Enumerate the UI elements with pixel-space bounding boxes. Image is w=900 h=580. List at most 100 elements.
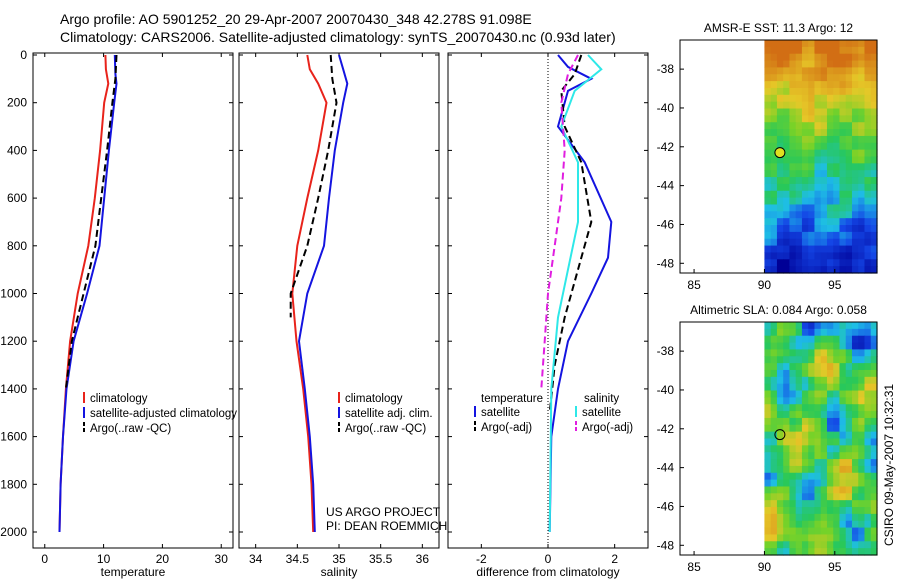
map-cell — [826, 170, 834, 178]
map-cell — [851, 190, 859, 199]
map-cell — [845, 149, 853, 158]
map-cell — [814, 204, 822, 212]
map-cell — [801, 60, 809, 69]
map-cell — [839, 122, 847, 130]
map-cell — [858, 238, 866, 247]
x-tick-label: 95 — [828, 278, 842, 292]
map-cell — [845, 74, 853, 82]
map-cell — [764, 101, 772, 110]
map-cell — [839, 465, 847, 474]
map-cell — [870, 520, 878, 529]
map-cell — [839, 438, 847, 446]
map-cell — [858, 541, 866, 549]
map-cell — [851, 548, 859, 556]
map-cell — [776, 156, 784, 164]
map-cell — [764, 231, 772, 240]
map-cell — [770, 183, 778, 192]
map-cell — [783, 548, 791, 556]
map-cell — [851, 197, 859, 206]
map-cell — [764, 328, 772, 337]
map-cell — [870, 479, 878, 488]
map-cell — [770, 472, 778, 481]
map-cell — [864, 197, 872, 206]
map-cell — [851, 404, 859, 412]
map-cell — [801, 493, 809, 501]
map-cell — [833, 115, 841, 123]
map-cell — [783, 135, 791, 144]
map-cell — [851, 424, 859, 433]
legend-entry-label: Argo(..raw -QC) — [90, 423, 171, 435]
x-tick-label: 90 — [758, 560, 772, 574]
map-cell — [864, 183, 872, 192]
map-cell — [808, 94, 816, 103]
map-cell — [864, 513, 872, 522]
map-cell — [870, 40, 878, 48]
map-cell — [783, 383, 791, 392]
map-cell — [801, 383, 809, 392]
map-cell — [776, 177, 784, 185]
plot-frame — [32, 52, 234, 549]
map-cell — [776, 87, 784, 96]
map-cell — [858, 534, 866, 542]
map-cell — [789, 493, 797, 501]
map-cell — [851, 479, 859, 488]
map-cell — [864, 245, 872, 254]
map-cell — [845, 218, 853, 226]
map-cell — [833, 445, 841, 453]
map-cell — [870, 472, 878, 481]
map-cell — [870, 349, 878, 357]
map-cell — [864, 87, 872, 96]
map-cell — [776, 197, 784, 206]
map-title: Altimetric SLA: 0.084 Argo: 0.058 — [690, 303, 867, 317]
map-cell — [764, 376, 772, 385]
map-cell — [814, 486, 822, 494]
map-cell — [795, 328, 803, 337]
map-cell — [808, 493, 816, 501]
map-cell — [783, 156, 791, 164]
map-cell — [820, 383, 828, 392]
map-cell — [814, 397, 822, 405]
map-cell — [776, 486, 784, 494]
map-cell — [814, 404, 822, 412]
map-cell — [801, 548, 809, 556]
map-cell — [764, 40, 772, 48]
map-cell — [839, 197, 847, 206]
map-cell — [783, 87, 791, 96]
map-cell — [845, 390, 853, 398]
map-cell — [770, 81, 778, 89]
map-cell — [851, 252, 859, 260]
map-cell — [776, 335, 784, 344]
map-cell — [845, 445, 853, 453]
map-cell — [764, 541, 772, 549]
map-cell — [808, 342, 816, 351]
map-cell — [845, 245, 853, 254]
map-cell — [776, 122, 784, 130]
map-cell — [795, 369, 803, 378]
map-cell — [845, 108, 853, 116]
map-cell — [776, 259, 784, 267]
map-cell — [789, 218, 797, 226]
map-cell — [826, 218, 834, 226]
map-cell — [789, 404, 797, 412]
map-cell — [808, 101, 816, 110]
map-cell — [851, 465, 859, 474]
map-cell — [820, 417, 828, 426]
map-cell — [870, 177, 878, 185]
map-cell — [826, 197, 834, 206]
map-cell — [776, 101, 784, 110]
map-cell — [814, 252, 822, 260]
map-cell — [770, 404, 778, 412]
map-cell — [858, 383, 866, 392]
map-cell — [770, 417, 778, 426]
map-cell — [851, 431, 859, 440]
map-cell — [808, 108, 816, 116]
map-cell — [776, 266, 784, 274]
map-cell — [770, 211, 778, 219]
sla-map: 85 90 95 -38 -40 -42 -44 -46 -48 Altimetric SLA: … — [657, 303, 878, 574]
map-cell — [839, 520, 847, 529]
map-cell — [770, 513, 778, 522]
map-cell — [845, 135, 853, 144]
map-cell — [851, 266, 859, 274]
map-cell — [851, 142, 859, 151]
map-cell — [808, 266, 816, 274]
